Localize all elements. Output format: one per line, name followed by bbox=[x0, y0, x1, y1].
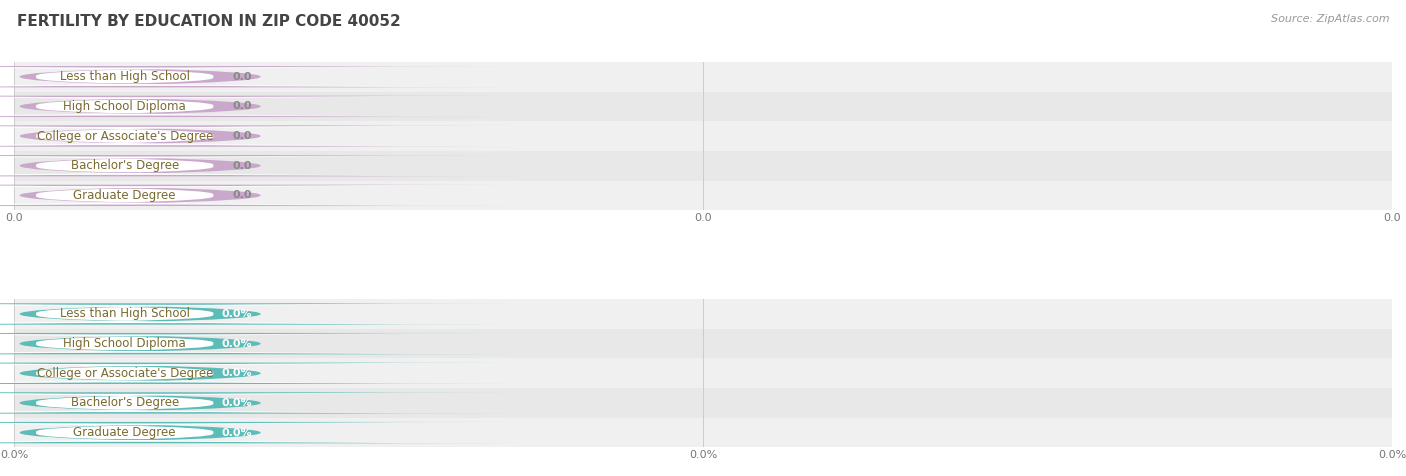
Bar bbox=[14, 121, 1392, 151]
FancyBboxPatch shape bbox=[0, 392, 516, 414]
FancyBboxPatch shape bbox=[0, 303, 516, 325]
Text: Bachelor's Degree: Bachelor's Degree bbox=[70, 397, 179, 409]
FancyBboxPatch shape bbox=[0, 305, 413, 323]
FancyBboxPatch shape bbox=[0, 335, 413, 353]
Text: 0.0: 0.0 bbox=[233, 131, 253, 141]
Text: 0.0%: 0.0% bbox=[222, 368, 253, 378]
Bar bbox=[14, 299, 1392, 329]
Bar bbox=[14, 151, 1392, 180]
Text: 0.0%: 0.0% bbox=[222, 427, 253, 437]
Text: Less than High School: Less than High School bbox=[59, 307, 190, 320]
Text: Source: ZipAtlas.com: Source: ZipAtlas.com bbox=[1271, 14, 1389, 24]
Text: 0.0%: 0.0% bbox=[222, 338, 253, 348]
Bar bbox=[14, 388, 1392, 418]
Text: Graduate Degree: Graduate Degree bbox=[73, 189, 176, 202]
Text: College or Associate's Degree: College or Associate's Degree bbox=[37, 367, 212, 380]
Bar bbox=[14, 180, 1392, 210]
Bar bbox=[14, 62, 1392, 91]
Text: College or Associate's Degree: College or Associate's Degree bbox=[37, 129, 212, 142]
FancyBboxPatch shape bbox=[0, 155, 516, 177]
Bar bbox=[14, 329, 1392, 358]
Text: 0.0: 0.0 bbox=[233, 190, 253, 200]
Text: 0.0: 0.0 bbox=[233, 72, 253, 82]
FancyBboxPatch shape bbox=[0, 185, 516, 206]
FancyBboxPatch shape bbox=[0, 364, 413, 383]
FancyBboxPatch shape bbox=[0, 125, 516, 147]
FancyBboxPatch shape bbox=[0, 424, 413, 442]
FancyBboxPatch shape bbox=[0, 363, 516, 384]
FancyBboxPatch shape bbox=[0, 333, 516, 354]
Bar bbox=[14, 358, 1392, 388]
FancyBboxPatch shape bbox=[0, 97, 413, 116]
FancyBboxPatch shape bbox=[0, 68, 413, 86]
Text: High School Diploma: High School Diploma bbox=[63, 337, 186, 350]
FancyBboxPatch shape bbox=[0, 66, 516, 88]
FancyBboxPatch shape bbox=[0, 422, 516, 443]
Bar bbox=[14, 418, 1392, 447]
Text: Bachelor's Degree: Bachelor's Degree bbox=[70, 159, 179, 172]
Text: High School Diploma: High School Diploma bbox=[63, 100, 186, 113]
FancyBboxPatch shape bbox=[0, 157, 413, 175]
Text: 0.0: 0.0 bbox=[233, 101, 253, 111]
Text: Graduate Degree: Graduate Degree bbox=[73, 426, 176, 439]
Text: FERTILITY BY EDUCATION IN ZIP CODE 40052: FERTILITY BY EDUCATION IN ZIP CODE 40052 bbox=[17, 14, 401, 30]
Text: 0.0%: 0.0% bbox=[222, 309, 253, 319]
FancyBboxPatch shape bbox=[0, 96, 516, 117]
Bar bbox=[14, 91, 1392, 121]
Text: Less than High School: Less than High School bbox=[59, 70, 190, 83]
Text: 0.0: 0.0 bbox=[233, 161, 253, 171]
FancyBboxPatch shape bbox=[0, 394, 413, 412]
FancyBboxPatch shape bbox=[0, 186, 413, 205]
FancyBboxPatch shape bbox=[0, 127, 413, 145]
Text: 0.0%: 0.0% bbox=[222, 398, 253, 408]
